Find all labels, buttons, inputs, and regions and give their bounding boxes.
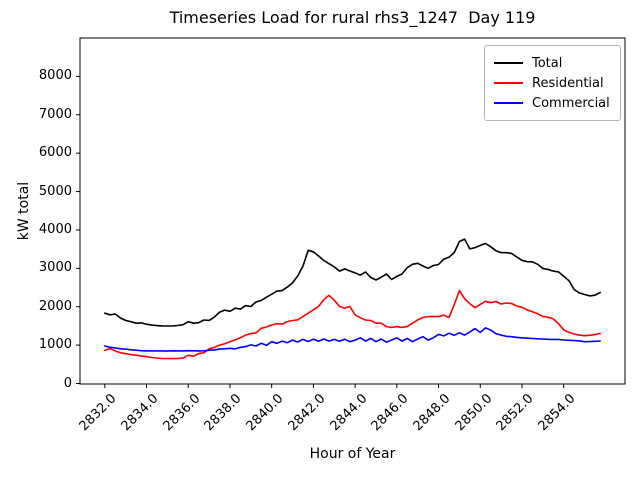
chart-title: Timeseries Load for rural rhs3_1247 Day … <box>169 8 536 27</box>
y-tick-label: 6000 <box>38 145 72 161</box>
legend-row-total: Total <box>494 53 610 73</box>
legend-label: Commercial <box>532 95 610 111</box>
legend-line-swatch-commercial <box>494 102 523 104</box>
y-tick-label: 5000 <box>38 183 72 199</box>
y-tick-label: 0 <box>63 375 72 391</box>
y-tick-label: 7000 <box>38 106 72 122</box>
y-axis-label: kW total <box>16 181 32 241</box>
legend-line-swatch-total <box>494 62 523 64</box>
y-tick-label: 3000 <box>38 260 72 276</box>
series-line-total <box>104 238 602 327</box>
y-tick-label: 2000 <box>38 298 72 314</box>
series-line-commercial <box>104 326 602 352</box>
legend-label: Residential <box>532 75 604 91</box>
y-tick-label: 4000 <box>38 221 72 237</box>
legend: Total Residential Commercial <box>484 45 621 121</box>
axes-frame <box>79 37 626 385</box>
series-line-residential <box>104 289 602 360</box>
legend-row-commercial: Commercial <box>494 93 610 113</box>
x-axis-label: Hour of Year <box>309 446 396 462</box>
y-tick-label: 8000 <box>38 68 72 84</box>
legend-label: Total <box>532 55 563 71</box>
y-tick-label: 1000 <box>38 337 72 353</box>
legend-row-residential: Residential <box>494 73 610 93</box>
legend-line-swatch-residential <box>494 82 523 84</box>
